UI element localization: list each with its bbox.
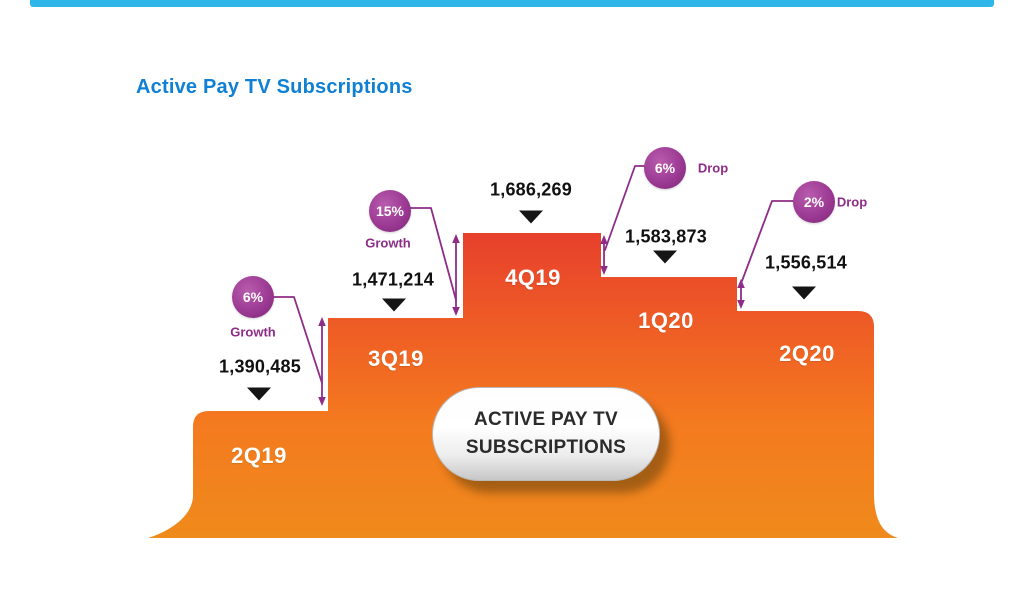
connector-growth-15 [410, 207, 457, 301]
step-label-2q20: 2Q20 [779, 341, 835, 366]
drop-badge-6pct-value: 6% [654, 160, 676, 176]
step-label-2q19: 2Q19 [231, 443, 287, 468]
badge-connectors [272, 165, 795, 384]
growth-badge-6pct-label: Growth [230, 324, 276, 340]
drop-badge-6pct: 6% [644, 147, 686, 189]
step-label-3q19: 3Q19 [368, 346, 424, 371]
drop-badge-6pct-label: Drop [697, 160, 729, 176]
value-label-2q20: 1,556,514 [765, 252, 847, 273]
growth-badge-15pct-value: 15% [375, 203, 405, 219]
chart-title: Active Pay TV Subscriptions [136, 76, 413, 98]
drop-badge-2pct: 2% [793, 181, 835, 223]
growth-badge-15pct-label: Growth [365, 235, 411, 251]
value-label-3q19: 1,471,214 [352, 269, 434, 290]
step-label-4q19: 4Q19 [505, 265, 561, 290]
change-arrows [318, 234, 745, 406]
drop-badge-2pct-value: 2% [803, 194, 825, 210]
growth-badge-6pct-value: 6% [242, 289, 264, 305]
drop-arrow-4q19-1q20 [600, 235, 608, 275]
connector-drop-6 [604, 165, 646, 251]
pointer-triangle-2q20 [792, 286, 816, 300]
growth-arrow-3q19-4q19 [452, 234, 460, 316]
steps-silhouette [148, 233, 898, 538]
pointer-triangle-3q19 [382, 298, 406, 312]
center-pill-line-2: SUBSCRIPTIONS [465, 437, 627, 458]
growth-arrow-2q19-3q19 [318, 317, 326, 406]
drop-arrow-1q20-2q20 [737, 279, 745, 309]
center-pill-line-1: ACTIVE PAY TV [474, 409, 618, 431]
value-label-2q19: 1,390,485 [219, 356, 301, 377]
top-accent-bar [30, 0, 994, 7]
pointer-triangle-4q19 [519, 210, 543, 224]
step-label-1q20: 1Q20 [638, 308, 694, 333]
value-label-4q19: 1,686,269 [490, 179, 572, 200]
pointer-triangle-2q19 [247, 387, 271, 401]
drop-badge-2pct-label: Drop [836, 194, 868, 210]
connector-growth-6 [272, 296, 323, 384]
value-label-1q20: 1,583,873 [625, 226, 707, 247]
growth-badge-15pct: 15% [369, 190, 411, 232]
connector-drop-2 [741, 200, 795, 282]
pointer-triangle-1q20 [653, 250, 677, 264]
center-pill: ACTIVE PAY TV SUBSCRIPTIONS [432, 387, 660, 481]
growth-badge-6pct: 6% [232, 276, 274, 318]
